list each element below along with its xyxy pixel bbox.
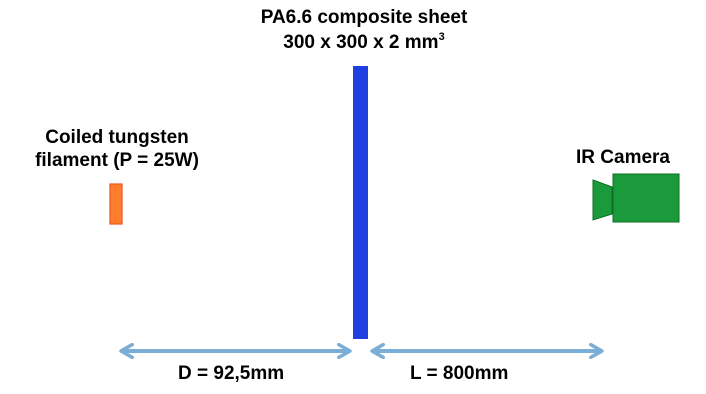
filament-label-line2: filament (P = 25W) <box>35 150 199 171</box>
sheet-dimensions: 300 x 300 x 2 mm3 <box>232 31 496 54</box>
sheet-dimensions-text: 300 x 300 x 2 mm <box>283 32 439 53</box>
ir-camera-icon <box>592 173 680 223</box>
tungsten-filament <box>109 183 123 225</box>
sheet-title: PA6.6 composite sheet <box>260 7 468 28</box>
composite-sheet <box>353 66 368 339</box>
filament-label: Coiled tungsten filament (P = 25W) <box>12 126 222 172</box>
distance-d-label: D = 92,5mm <box>178 363 285 384</box>
sheet-dimensions-exponent: 3 <box>438 31 445 43</box>
camera-label: IR Camera <box>576 147 670 168</box>
distance-l-label: L = 800mm <box>410 363 509 384</box>
filament-label-line1: Coiled tungsten <box>45 127 189 148</box>
